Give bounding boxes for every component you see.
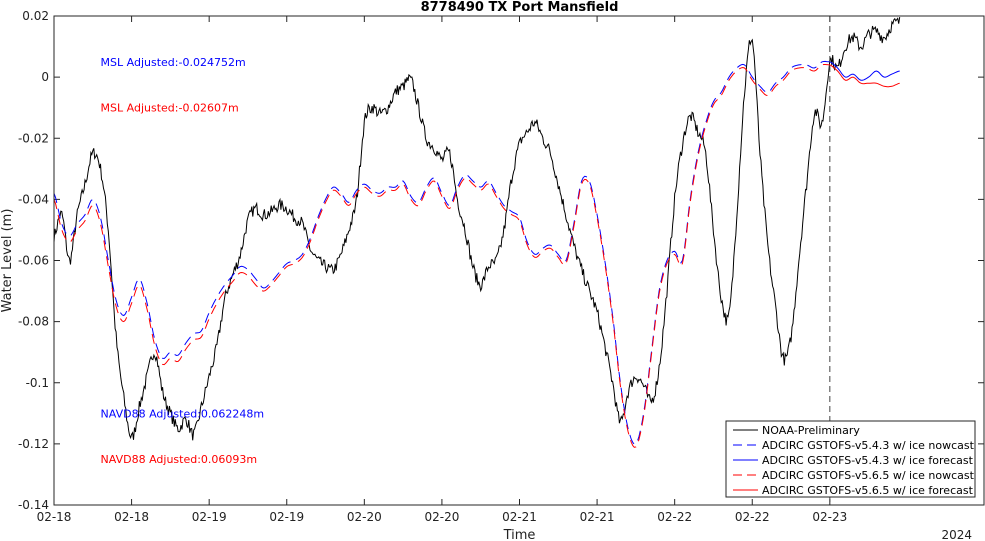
series-group (53, 17, 901, 448)
legend-label: NOAA-Preliminary (762, 424, 860, 437)
legend-label: ADCIRC GSTOFS-v5.4.3 w/ ice forecast (762, 454, 974, 467)
x-tick-label: 02-19 (269, 510, 304, 524)
x-tick-label: 02-18 (37, 510, 72, 524)
x-tick-label: 02-20 (424, 510, 459, 524)
series-line-4 (829, 64, 900, 88)
year-label: 2024 (941, 528, 972, 541)
y-tick-label: 0 (41, 70, 49, 84)
y-tick-label: -0.02 (18, 131, 49, 145)
annotation-text: MSL Adjusted:-0.02607m (101, 102, 239, 115)
x-tick-label: 02-23 (812, 510, 847, 524)
y-tick-label: -0.1 (26, 376, 49, 390)
series-line-2 (829, 61, 900, 81)
x-tick-label: 02-18 (114, 510, 149, 524)
axes-frame (53, 15, 985, 506)
annotations: MSL Adjusted:-0.024752m MSL Adjusted:-0.0… (101, 56, 265, 466)
legend-label: ADCIRC GSTOFS-v5.4.3 w/ ice nowcast (762, 439, 975, 452)
annotation-text: MSL Adjusted:-0.024752m (101, 56, 246, 69)
y-tick-label: -0.08 (18, 315, 49, 329)
axis-ticks: 0.020-0.02-0.04-0.06-0.08-0.1-0.12-0.140… (18, 9, 984, 524)
x-axis-label: Time (503, 528, 536, 541)
y-tick-label: -0.04 (18, 192, 49, 206)
y-tick-label: -0.14 (18, 498, 49, 512)
annotation-text: NAVD88 Adjusted:0.06093m (101, 453, 258, 466)
y-axis-label: Water Level (m) (0, 209, 15, 313)
x-tick-label: 02-21 (580, 510, 615, 524)
legend-label: ADCIRC GSTOFS-v5.6.5 w/ ice nowcast (762, 469, 975, 482)
x-tick-label: 02-22 (735, 510, 770, 524)
x-tick-label: 02-21 (502, 510, 537, 524)
y-tick-label: -0.12 (18, 437, 49, 451)
y-tick-label: -0.06 (18, 254, 49, 268)
x-tick-label: 02-19 (192, 510, 227, 524)
legend-box (725, 420, 976, 498)
series-line-0 (53, 17, 901, 441)
series-line-3 (53, 64, 830, 448)
x-tick-label: 02-20 (347, 510, 382, 524)
legend-label: ADCIRC GSTOFS-v5.6.5 w/ ice forecast (762, 484, 974, 497)
annotation-text: NAVD88 Adjusted:0.062248m (101, 407, 265, 420)
legend: NOAA-Preliminary ADCIRC GSTOFS-v5.4.3 w/ … (725, 420, 976, 498)
y-tick-label: 0.02 (22, 9, 49, 23)
x-tick-label: 02-22 (657, 510, 692, 524)
chart-title: 8778490 TX Port Mansfield (421, 0, 619, 15)
